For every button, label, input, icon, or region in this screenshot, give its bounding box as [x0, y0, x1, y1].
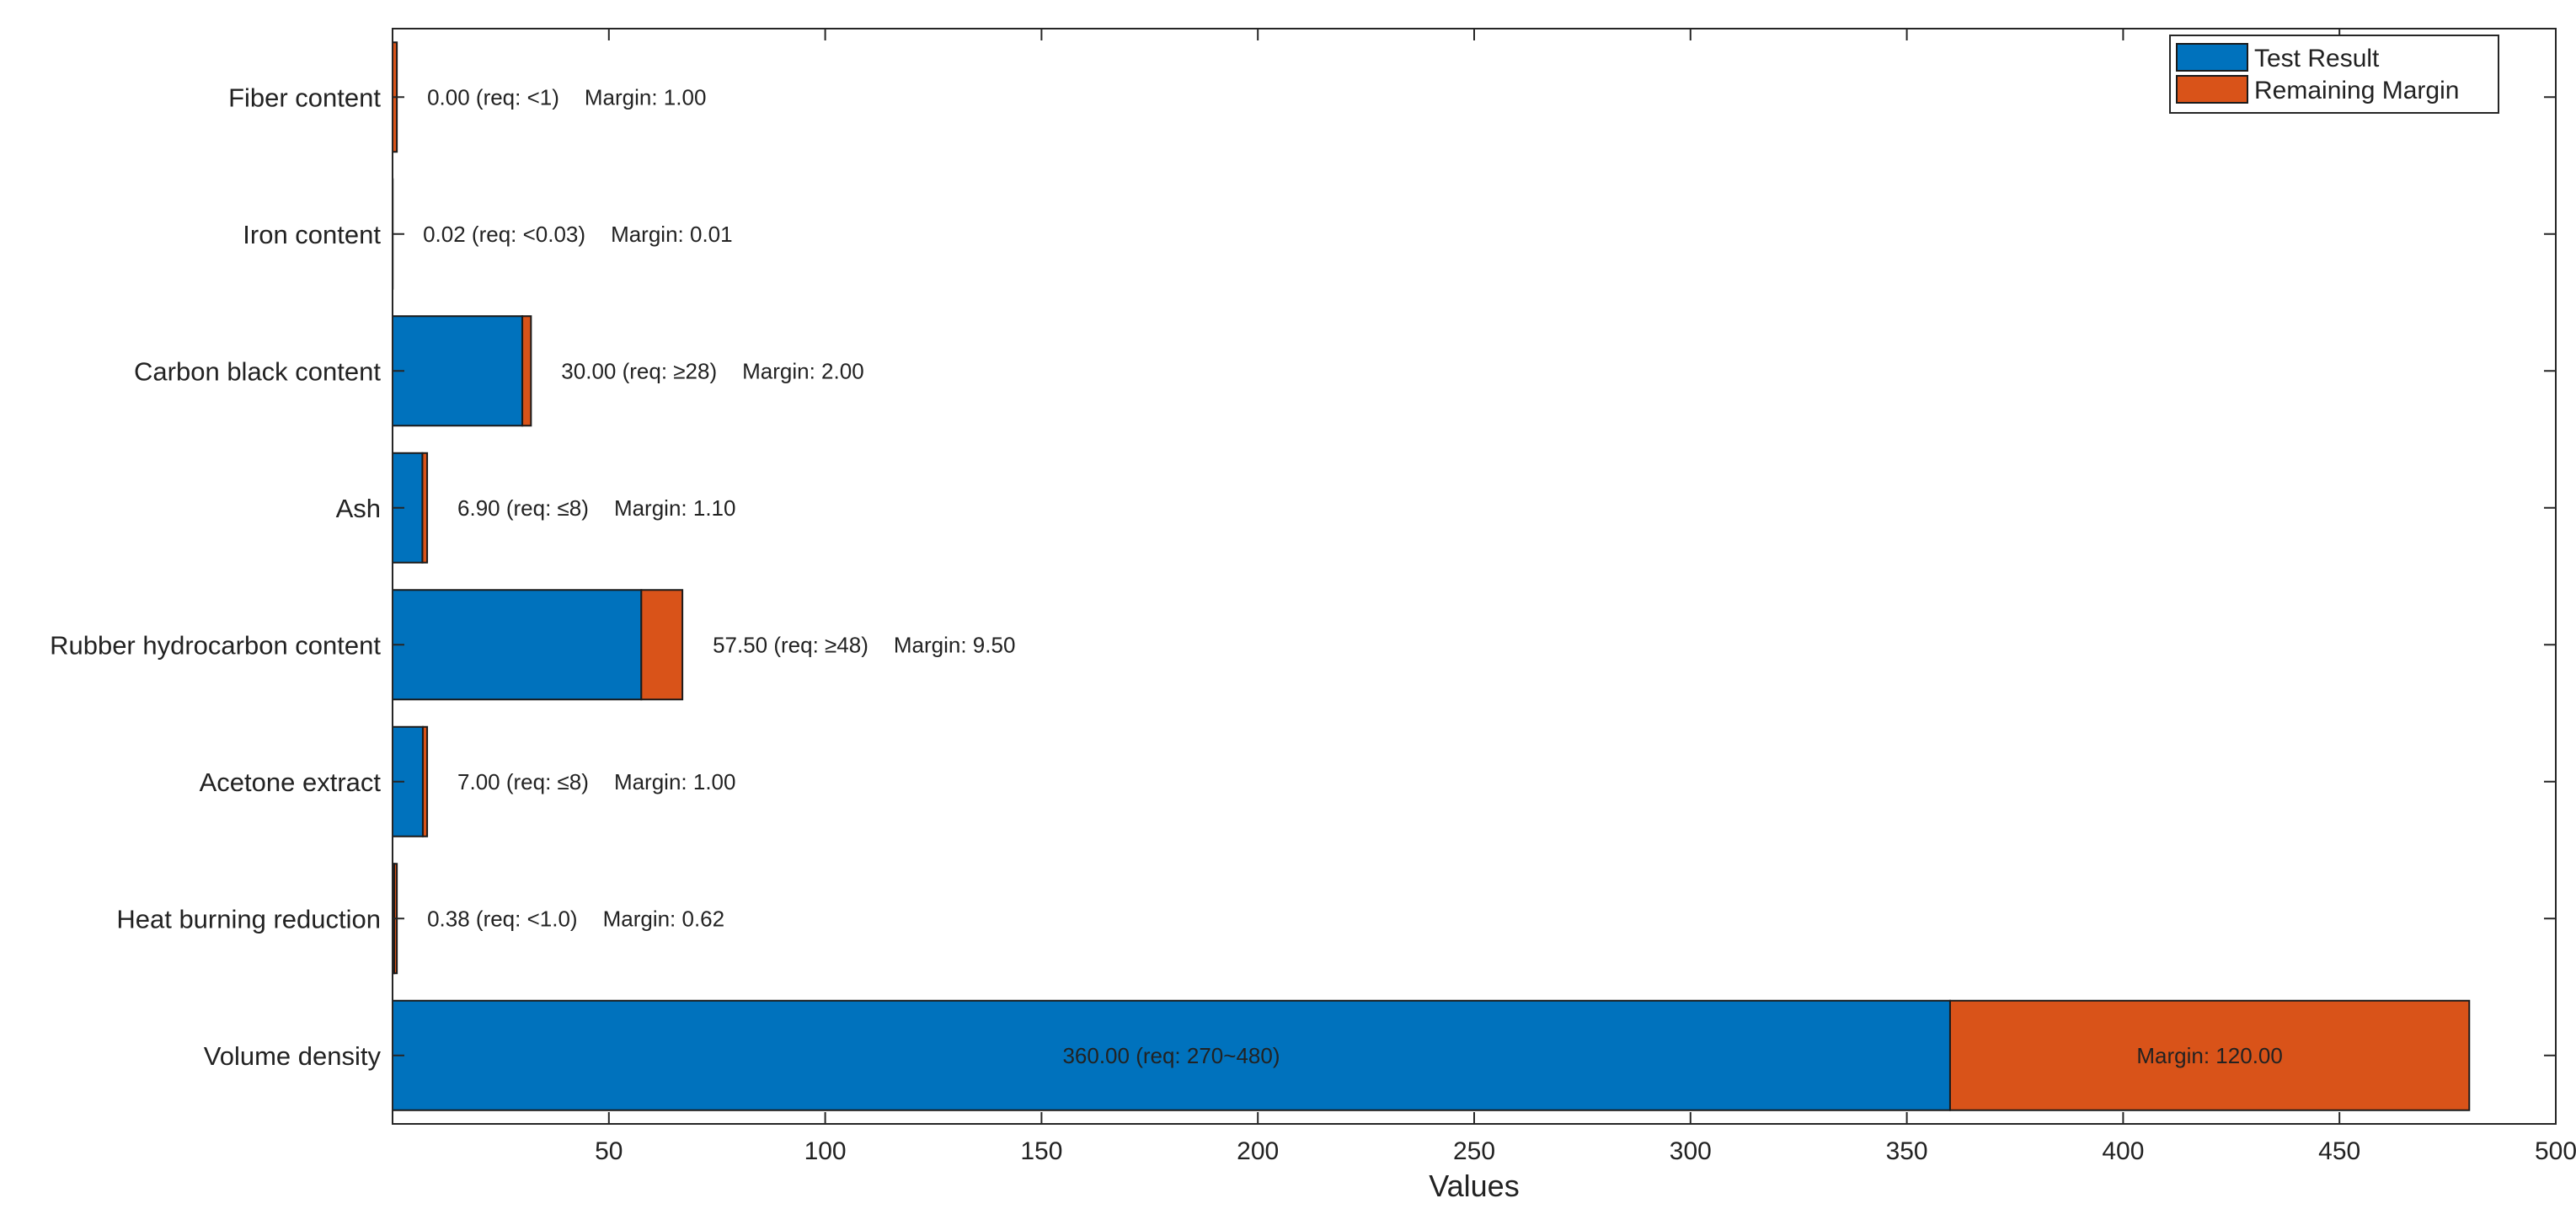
legend: Test Result Remaining Margin — [2170, 35, 2499, 113]
x-tick-label: 500 — [2535, 1137, 2576, 1165]
legend-label-remaining-margin: Remaining Margin — [2254, 77, 2459, 104]
x-axis-title: Values — [1429, 1169, 1519, 1203]
margin-label: Margin: 120.00 — [2136, 1043, 2282, 1068]
margin-label: Margin: 0.01 — [611, 222, 733, 247]
plot-frame — [393, 29, 2556, 1124]
annotation-layer: 360.00 (req: 270~480) Margin: 120.00 0.38 … — [423, 84, 2283, 1068]
x-tick-label: 350 — [1886, 1137, 1928, 1165]
category-label: Iron content — [243, 220, 381, 249]
bar-remaining-margin — [641, 590, 682, 699]
x-tick-label: 100 — [804, 1137, 847, 1165]
result-label: 0.38 (req: <1.0) — [427, 906, 578, 931]
margin-label: Margin: 0.62 — [603, 906, 725, 931]
x-tick-label: 250 — [1453, 1137, 1495, 1165]
legend-label-test-result: Test Result — [2254, 45, 2380, 72]
x-tick-label: 450 — [2318, 1137, 2360, 1165]
category-label: Heat burning reduction — [116, 904, 381, 933]
x-tick-label: 200 — [1237, 1137, 1279, 1165]
result-label: 0.02 (req: <0.03) — [423, 222, 585, 247]
category-label: Carbon black content — [134, 356, 381, 386]
margin-label: Margin: 1.10 — [614, 495, 736, 521]
ticks-layer — [393, 29, 2556, 1124]
x-tick-label: 50 — [595, 1137, 623, 1165]
result-label: 6.90 (req: ≤8) — [457, 495, 589, 521]
margin-label: Margin: 1.00 — [614, 769, 736, 794]
result-label: 57.50 (req: ≥48) — [713, 632, 868, 657]
result-label: 0.00 (req: <1) — [427, 84, 559, 110]
x-tick-label: 300 — [1670, 1137, 1712, 1165]
x-tick-label: 150 — [1020, 1137, 1062, 1165]
result-label: 360.00 (req: 270~480) — [1062, 1043, 1280, 1068]
legend-swatch-test-result — [2177, 44, 2247, 71]
result-label: 30.00 (req: ≥28) — [561, 358, 717, 383]
x-tick-label: 400 — [2102, 1137, 2144, 1165]
margin-label: Margin: 9.50 — [894, 632, 1016, 657]
category-label: Volume density — [204, 1041, 382, 1071]
bar-remaining-margin — [522, 316, 531, 425]
margin-label: Margin: 1.00 — [585, 84, 707, 110]
bar-remaining-margin — [423, 727, 427, 837]
bar-test-result — [393, 316, 522, 425]
bar-test-result — [393, 590, 641, 699]
margin-label: Margin: 2.00 — [742, 358, 864, 383]
bars-layer — [393, 42, 2469, 1110]
result-label: 7.00 (req: ≤8) — [457, 769, 589, 794]
category-label: Fiber content — [228, 83, 381, 112]
category-label: Acetone extract — [200, 768, 382, 797]
legend-swatch-remaining-margin — [2177, 76, 2247, 103]
category-label: Rubber hydrocarbon content — [50, 630, 381, 660]
category-label: Ash — [336, 494, 381, 523]
bar-remaining-margin — [422, 453, 427, 563]
